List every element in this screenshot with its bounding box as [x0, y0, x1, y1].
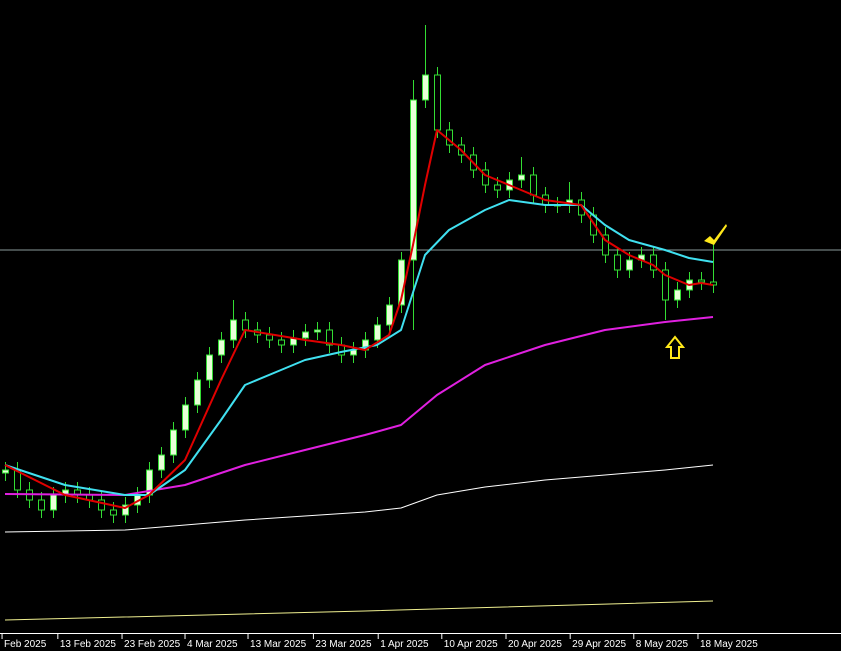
candle-body	[230, 319, 237, 341]
moving-average-line	[4, 316, 714, 496]
moving-average-line	[4, 129, 714, 509]
arrow-annotation	[664, 335, 686, 359]
candle-body	[662, 269, 669, 301]
candle-body	[50, 494, 57, 511]
x-tick-label: Feb 2025	[4, 639, 47, 650]
candle-body	[434, 74, 441, 131]
candle-body	[386, 304, 393, 326]
x-tick-label: 4 Mar 2025	[187, 639, 238, 650]
x-tick-label: 18 May 2025	[700, 639, 758, 650]
x-tick-label: 23 Mar 2025	[315, 639, 372, 650]
candle-body	[122, 504, 129, 516]
candle-body	[158, 454, 165, 471]
x-tick-label: 13 Mar 2025	[250, 639, 307, 650]
candle-body	[326, 329, 333, 346]
candle-body	[626, 259, 633, 271]
candle-body	[674, 289, 681, 301]
candle-body	[422, 74, 429, 101]
moving-average-line	[4, 600, 714, 621]
candle-body	[170, 429, 177, 456]
candle-body	[302, 331, 309, 339]
plot-area	[0, 25, 841, 621]
candle-body	[698, 279, 705, 283]
candle-body	[710, 281, 717, 286]
candle-body	[374, 324, 381, 341]
candle-body	[494, 184, 501, 191]
candle-body	[242, 319, 249, 331]
x-tick-label: 23 Feb 2025	[124, 639, 181, 650]
x-tick-label: 13 Feb 2025	[60, 639, 117, 650]
candle-body	[110, 509, 117, 516]
moving-average-line	[4, 464, 714, 533]
moving-average-line	[4, 199, 714, 496]
x-tick-label: 20 Apr 2025	[508, 639, 562, 650]
candle-body	[182, 404, 189, 431]
candle-body	[602, 234, 609, 256]
candle-body	[530, 174, 537, 196]
check-annotation	[704, 224, 727, 245]
candle-body	[410, 99, 417, 261]
candle-body	[650, 254, 657, 271]
candle-body	[218, 339, 225, 356]
candle-body	[194, 379, 201, 406]
candle-body	[206, 354, 213, 381]
candle-body	[614, 254, 621, 271]
candle-body	[266, 334, 273, 341]
x-tick-label: 8 May 2025	[636, 639, 689, 650]
candle-body	[2, 469, 9, 474]
candle-body	[278, 339, 285, 346]
candle-body	[314, 329, 321, 333]
candle-body	[98, 499, 105, 511]
x-tick-label: 10 Apr 2025	[444, 639, 498, 650]
candle-body	[38, 499, 45, 511]
x-tick-label: 1 Apr 2025	[380, 639, 429, 650]
x-tick-label: 29 Apr 2025	[572, 639, 626, 650]
candle-body	[518, 174, 525, 181]
